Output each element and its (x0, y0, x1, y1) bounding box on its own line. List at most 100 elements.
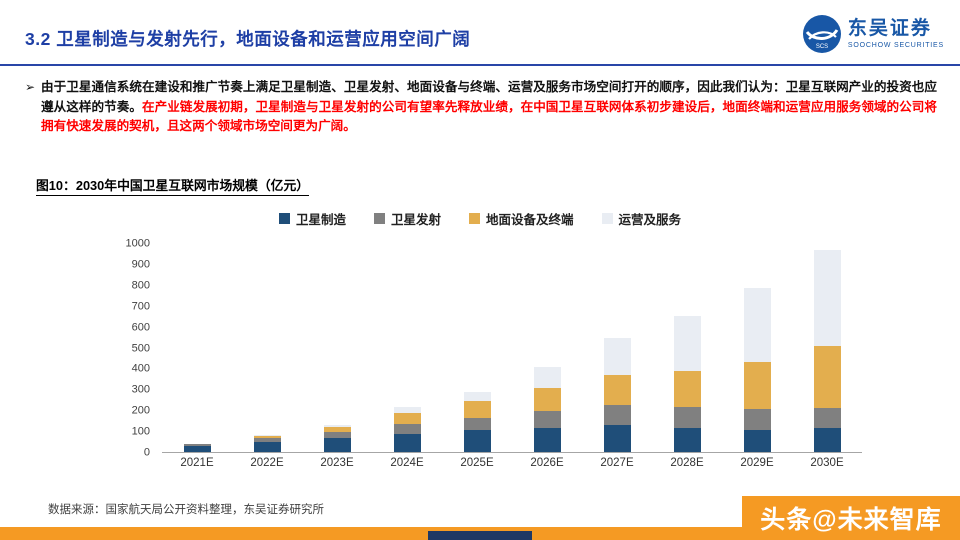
bar-segment (743, 361, 771, 410)
bar-stack (813, 244, 841, 452)
bar-segment (603, 424, 631, 452)
bar-column (373, 244, 442, 452)
y-axis-tick-label: 400 (131, 362, 150, 375)
paragraph-text-black: 由于卫星通信系统在建设和推广节奏上满足卫星制造、卫星发射、地面设备与终端、运营及… (41, 80, 937, 114)
y-axis-tick-label: 800 (131, 279, 150, 292)
x-axis-label: 2028E (670, 457, 704, 469)
y-axis-tick-label: 900 (131, 258, 150, 271)
bar-segment (813, 428, 841, 452)
x-axis-label: 2027E (600, 457, 634, 469)
legend-label: 运营及服务 (618, 213, 682, 227)
bar-segment (183, 445, 211, 452)
bar-segment (183, 444, 211, 446)
bar-segment (813, 250, 841, 346)
bar-segment (813, 345, 841, 409)
bar-segment (673, 315, 701, 371)
x-axis-label: 2030E (810, 457, 844, 469)
chart-legend: 卫星制造 卫星发射 地面设备及终端 运营及服务 (0, 209, 960, 228)
legend-swatch-icon (373, 213, 385, 224)
bar-stack (463, 244, 491, 452)
y-axis-tick-label: 100 (131, 425, 150, 438)
y-axis-tick-label: 0 (143, 446, 150, 459)
bar-column (793, 244, 862, 452)
bar-stack (743, 244, 771, 452)
svg-text:SCS: SCS (816, 44, 828, 50)
x-axis-label: 2022E (250, 457, 284, 469)
watermark-block: 头条@未来智库 (742, 496, 960, 540)
y-axis-tick-label: 200 (131, 404, 150, 417)
logo-name-cn: 东吴证券 (847, 17, 932, 39)
bar-segment (253, 437, 281, 443)
bar-segment (743, 409, 771, 431)
bar-segment (253, 435, 281, 437)
header-divider (0, 64, 960, 66)
y-axis: 0 100 200 300 400 500 600 700 800 900 1000 (98, 238, 156, 458)
bar-stack (533, 244, 561, 452)
bar-segment (463, 391, 491, 402)
bar-stack (253, 244, 281, 452)
bar-segment (533, 387, 561, 412)
legend-label: 卫星发射 (390, 213, 441, 227)
bar-segment (253, 436, 281, 438)
legend-swatch-icon (469, 213, 480, 224)
bar-column (723, 244, 792, 452)
bar-column (513, 244, 582, 452)
legend-swatch-icon (601, 213, 613, 224)
bar-column (653, 244, 722, 452)
bar-stack (393, 244, 421, 452)
stacked-bar-chart: 0 100 200 300 400 500 600 700 800 900 1000 2021E 20… (98, 238, 864, 469)
legend-label: 地面设备及终端 (486, 213, 574, 227)
bar-segment (393, 407, 421, 413)
paragraph-text-red: 在产业链发展初期，卫星制造与卫星发射的公司有望率先释放业绩，在中国卫星互联网体系… (41, 99, 938, 134)
bar-segment (813, 408, 841, 429)
data-source-note: 数据来源：国家航天局公开资料整理，东吴证券研究所 (48, 504, 324, 516)
bar-column (303, 244, 372, 452)
bar-stack (603, 244, 631, 452)
bar-segment (533, 411, 561, 429)
x-axis-label: 2029E (740, 457, 774, 469)
bar-segment (603, 375, 631, 406)
x-axis-label: 2025E (460, 457, 494, 469)
soochow-logo-icon: SCS (802, 15, 841, 53)
bar-segment (673, 370, 701, 408)
bar-segment (393, 412, 421, 424)
legend-label: 卫星制造 (295, 213, 346, 227)
bar-column (163, 244, 232, 452)
legend-item: 地面设备及终端 (469, 209, 574, 228)
y-axis-tick-label: 700 (131, 300, 150, 313)
bar-segment (253, 442, 281, 452)
bar-segment (323, 427, 351, 433)
bar-segment (743, 287, 771, 362)
legend-item: 卫星制造 (278, 209, 346, 228)
legend-item: 卫星发射 (373, 209, 441, 228)
bar-segment (323, 424, 351, 428)
bar-stack (323, 244, 351, 452)
bar-stack (673, 244, 701, 452)
company-logo: SCS 东吴证券 SOOCHOW SECURITIES (802, 14, 944, 54)
bar-segment (463, 430, 491, 452)
bars-area (162, 244, 862, 453)
bar-segment (323, 432, 351, 439)
logo-text: 东吴证券 SOOCHOW SECURITIES (847, 17, 944, 50)
bar-segment (673, 428, 701, 452)
bar-column (233, 244, 302, 452)
figure-title: 图10：2030年中国卫星互联网市场规模（亿元） (36, 175, 310, 196)
logo-name-en: SOOCHOW SECURITIES (847, 41, 944, 49)
x-axis-label: 2023E (320, 457, 354, 469)
bar-segment (463, 401, 491, 418)
bullet-icon: ➢ (25, 80, 36, 94)
bar-segment (603, 405, 631, 425)
y-axis-tick-label: 500 (131, 342, 150, 354)
bottom-navy-accent (428, 531, 532, 540)
page-title: 3.2 卫星制造与发射先行，地面设备和运营应用空间广阔 (25, 29, 471, 49)
bar-segment (323, 438, 351, 452)
bar-segment (463, 417, 491, 431)
y-axis-tick-label: 300 (131, 383, 150, 396)
bar-column (583, 244, 652, 452)
bar-column (443, 244, 512, 452)
bar-segment (743, 430, 771, 452)
bar-segment (393, 423, 421, 435)
x-axis-label: 2026E (530, 457, 564, 469)
bar-segment (533, 366, 561, 388)
y-axis-tick-label: 1000 (125, 237, 150, 250)
